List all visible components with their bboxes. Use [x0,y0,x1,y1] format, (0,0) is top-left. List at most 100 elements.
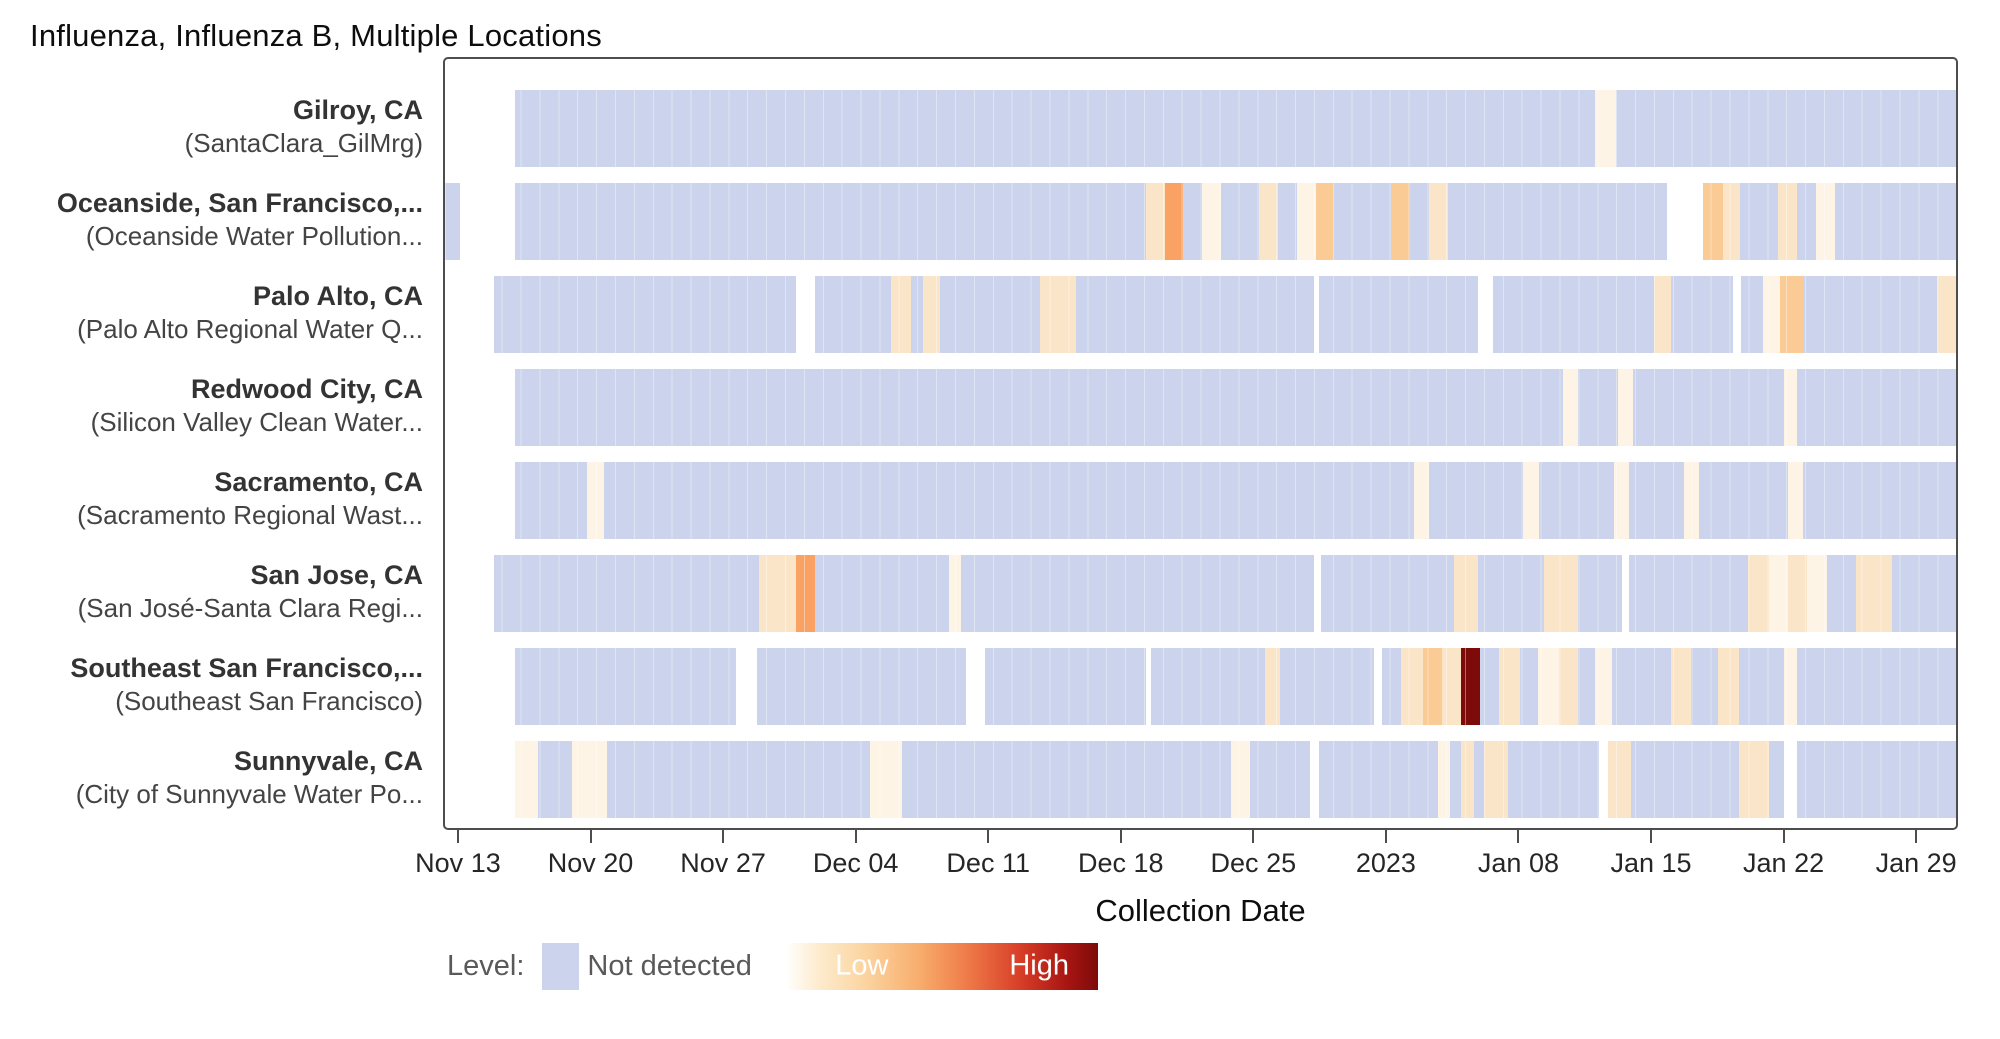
level-gradient-bar: Low High [787,942,1098,990]
heatmap-tile-segment [445,555,495,632]
heatmap-tile-segment [514,369,1564,446]
heatmap-tile-segment [445,369,515,446]
heatmap-tile-segment [1699,462,1788,539]
heatmap-tile-segment [756,648,967,725]
heatmap-tile-segment [1461,741,1475,818]
heatmap-tile-segment [1578,369,1618,446]
heatmap-tile-segment [1474,741,1484,818]
heatmap-tile-segment [966,648,986,725]
heatmap-row-band [445,90,1956,167]
heatmap-tile-segment [1614,462,1630,539]
heatmap-tile-segment [1538,462,1615,539]
x-axis-tick-label: Jan 22 [1743,848,1825,878]
heatmap-tile-segment [1391,183,1410,260]
heatmap-tile-segment [1738,741,1769,818]
heatmap-tile-segment [1538,648,1560,725]
x-axis-tick-mark [987,830,990,843]
heatmap-tile-segment [1616,90,1956,167]
heatmap-panel [443,57,1958,830]
x-axis-tick-mark [1517,830,1520,843]
heatmap-tile-segment [514,648,736,725]
heatmap-tile-segment [1296,183,1316,260]
heatmap-tile-segment [1319,276,1479,353]
x-axis-tick-mark [1782,830,1785,843]
heatmap-row-band [445,648,1956,725]
heatmap-tile-segment [1631,741,1739,818]
heatmap-tile-segment [1936,276,1956,353]
heatmap-tile-segment [1787,462,1803,539]
x-axis-tick-mark [1915,830,1918,843]
row-label: Gilroy, CA (SantaClara_GilMrg) [0,94,423,160]
heatmap-tile-segment [445,648,515,725]
heatmap-tile-segment [445,276,495,353]
row-site: (San José-Santa Clara Regi... [77,592,423,623]
x-axis-tick-mark [1119,830,1122,843]
heatmap-tile-segment [939,276,1040,353]
x-axis-tick-label: Dec 11 [946,848,1030,878]
heatmap-tile-segment [1740,183,1779,260]
heatmap-tile-segment [1423,648,1443,725]
x-axis: Nov 13 Nov 20 Nov 27 Dec 04 Dec 11 Dec 18 Dec … [415,830,1958,890]
heatmap-tile-segment [1815,183,1835,260]
row-location: Palo Alto, CA [252,280,423,311]
heatmap-tile-segment [460,183,515,260]
heatmap-tile-segment [1442,648,1461,725]
heatmap-tile-segment [1802,276,1937,353]
heatmap-tile-segment [1438,741,1450,818]
heatmap-tile-segment [1374,648,1382,725]
heatmap-tile-segment [1309,741,1320,818]
heatmap-tile-segment [1797,741,1956,818]
row-site: (Sacramento Regional Wast... [77,499,423,530]
heatmap-tile-segment [1595,90,1616,167]
heatmap-tile-segment [1145,183,1165,260]
heatmap-tile-segment [1768,555,1788,632]
row-location: Redwood City, CA [191,373,423,404]
heatmap-tile-segment [1595,648,1612,725]
row-label: Sunnyvale, CA (City of Sunnyvale Water Po… [0,745,423,811]
x-axis-tick-mark [589,830,592,843]
heatmap-tile-segment [890,276,912,353]
heatmap-tile-segment [1264,648,1280,725]
x-axis-title: Collection Date [1095,893,1306,928]
heatmap-tile-segment [1508,741,1599,818]
heatmap-tile-segment [603,462,1414,539]
heatmap-tile-segment [514,90,1596,167]
row-site: (Palo Alto Regional Water Q... [77,313,423,344]
heatmap-tile-segment [571,741,608,818]
heatmap-tile-segment [1578,648,1596,725]
heatmap-tile-segment [1797,183,1816,260]
legend-high-label: High [1009,949,1070,982]
heatmap-tile-segment [494,276,797,353]
heatmap-tile-segment [445,183,461,260]
x-axis-tick-label: Dec 25 [1210,848,1297,878]
heatmap-tile-segment [1279,648,1375,725]
heatmap-tile-segment [1780,276,1803,353]
heatmap-tile-segment [1666,183,1703,260]
x-axis-tick-label: Nov 20 [547,848,634,878]
x-axis-tick-mark [1384,830,1387,843]
heatmap-tile-segment [1493,276,1654,353]
row-site: (Southeast San Francisco) [115,685,423,716]
heatmap-tile-segment [514,462,587,539]
legend: Level: Not detected Low High [447,941,1098,991]
heatmap-tile-segment [1478,276,1494,353]
heatmap-tile-segment [1519,648,1539,725]
heatmap-tile-segment [1334,183,1392,260]
row-location: Oceanside, San Francisco,... [56,187,423,218]
heatmap-tile-segment [1249,741,1310,818]
heatmap-tile-segment [1617,369,1633,446]
heatmap-tile-segment [1834,183,1956,260]
heatmap-tile-segment [1277,183,1297,260]
heatmap-tile-segment [1783,648,1798,725]
legend-title: Level: [447,949,525,982]
heatmap-tile-segment [1563,369,1579,446]
heatmap-tile-segment [1075,276,1314,353]
heatmap-tile-segment [1768,741,1784,818]
heatmap-tile-segment [1145,648,1152,725]
heatmap-tile-segment [1653,276,1671,353]
heatmap-tile-segment [1039,276,1076,353]
heatmap-tile-segment [815,555,950,632]
heatmap-tile-segment [1483,741,1509,818]
heatmap-tile-segment [1629,462,1684,539]
heatmap-tile-segment [1559,648,1579,725]
